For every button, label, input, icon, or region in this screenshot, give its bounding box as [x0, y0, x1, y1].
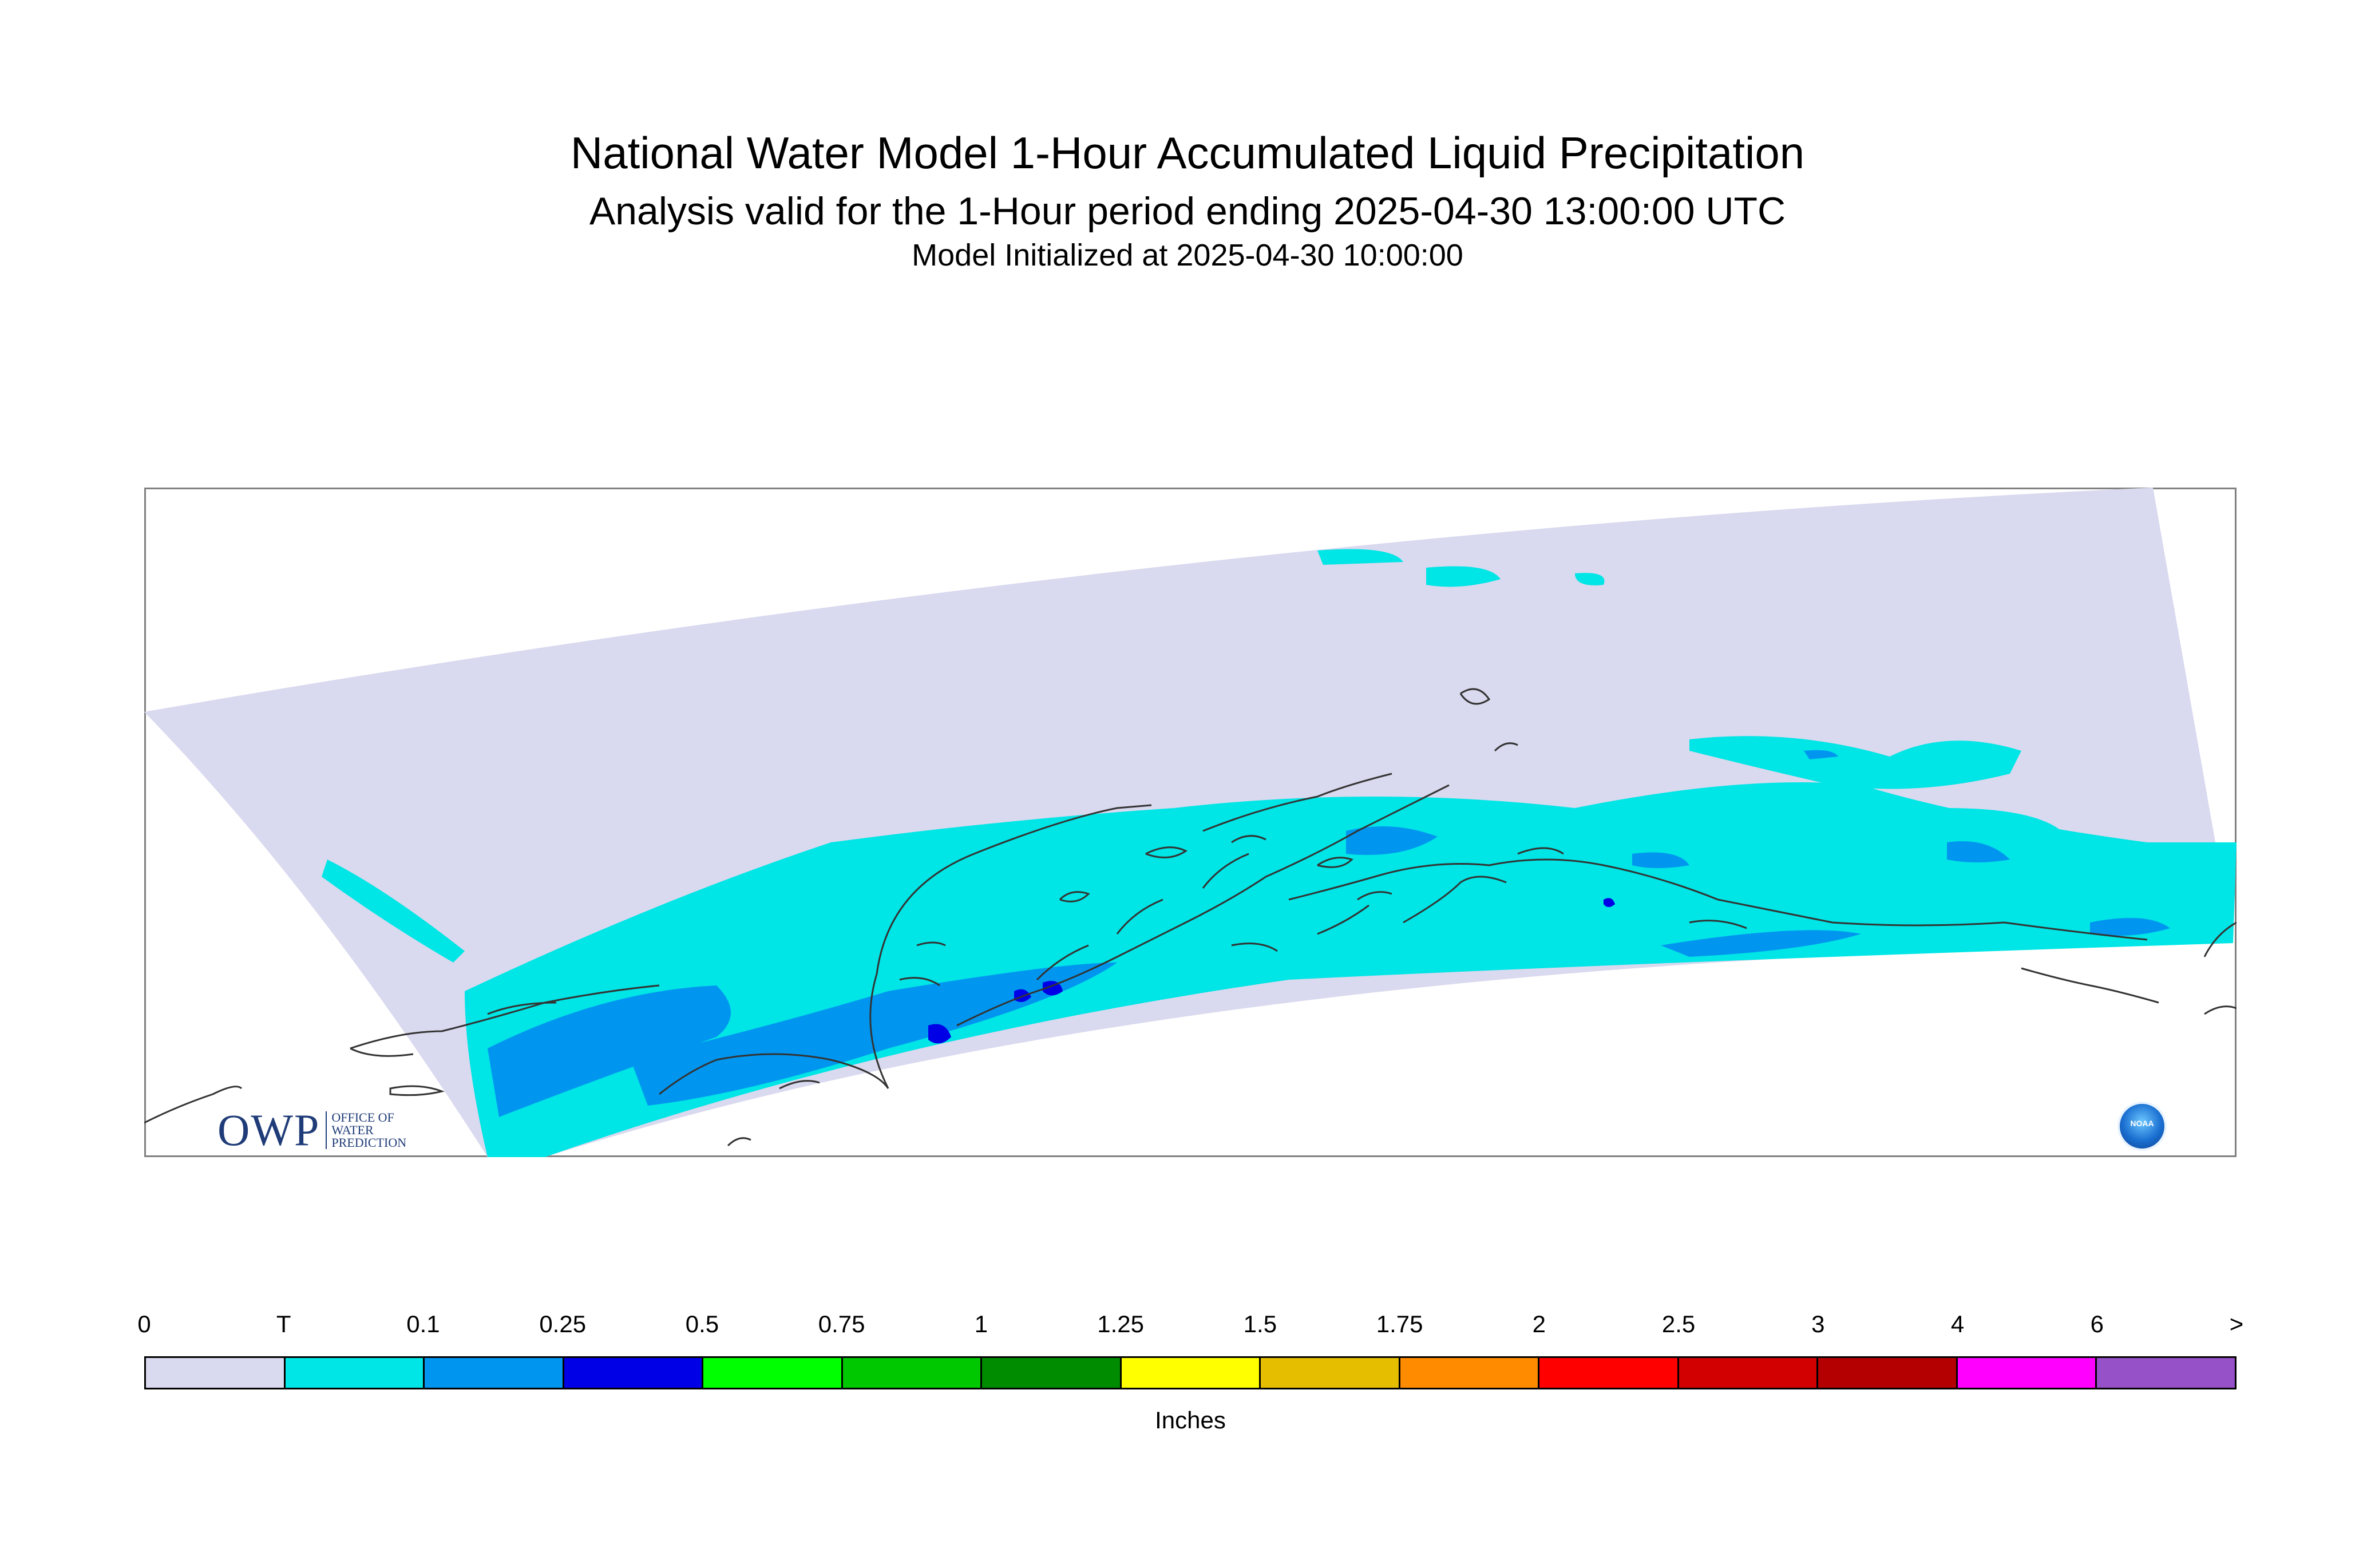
legend-tick-label: 0.75 — [818, 1310, 865, 1337]
legend-tick-label: 0.1 — [406, 1310, 440, 1337]
precip-map — [144, 488, 2237, 1157]
legend-color-segment — [285, 1358, 425, 1388]
legend-tick-label: T — [276, 1310, 291, 1337]
owp-line-3: PREDICTION — [331, 1135, 407, 1150]
model-init-line: Model Initialized at 2025-04-30 10:00:00 — [912, 238, 1463, 272]
map-title: National Water Model 1-Hour Accumulated … — [570, 128, 1805, 178]
light-precip-areas — [488, 750, 2170, 1117]
legend-tick-label: 2.5 — [1661, 1310, 1696, 1337]
legend-color-segment — [1121, 1358, 1261, 1388]
map-frame — [144, 488, 2237, 1157]
legend-color-segment — [2097, 1358, 2235, 1388]
owp-line-1: OFFICE OF — [331, 1110, 394, 1124]
legend-tick-label: 1 — [974, 1310, 988, 1337]
legend-color-segment — [1679, 1358, 1819, 1388]
legend-color-segment — [1957, 1358, 2097, 1388]
legend-color-segment — [564, 1358, 704, 1388]
legend-color-segment — [982, 1358, 1122, 1388]
legend-tick-label: 1.25 — [1097, 1310, 1144, 1337]
moderate-precip-areas — [928, 898, 1615, 1044]
color-legend: 0 T 0.1 0.25 0.5 0.75 1 1.25 1.5 1.75 2 2.5 3 4 6 > Inc… — [137, 1310, 2243, 1482]
legend-tick-label: 0 — [137, 1310, 151, 1337]
legend-tick-label: 3 — [1811, 1310, 1825, 1337]
legend-color-segment — [1539, 1358, 1679, 1388]
legend-color-segment — [146, 1358, 286, 1388]
legend-color-segment — [703, 1358, 843, 1388]
owp-logo-text: OFFICE OF WATER PREDICTION — [326, 1111, 406, 1149]
owp-logo-mark: OWP — [217, 1105, 320, 1155]
legend-color-segment — [1818, 1358, 1958, 1388]
legend-tick-label: 0.5 — [685, 1310, 719, 1337]
legend-tick-label: 1.75 — [1376, 1310, 1423, 1337]
legend-color-segment — [842, 1358, 983, 1388]
legend-color-segment — [1261, 1358, 1400, 1388]
noaa-logo: NOAA — [2117, 1102, 2167, 1151]
legend-tick-label: 1.5 — [1243, 1310, 1277, 1337]
legend-colorbar — [144, 1356, 2237, 1389]
noaa-logo-text: NOAA — [2130, 1119, 2154, 1128]
owp-line-2: WATER — [331, 1123, 374, 1137]
legend-color-segment — [1400, 1358, 1540, 1388]
legend-tick-label: 4 — [1950, 1310, 1965, 1337]
legend-tick-label: 0.25 — [539, 1310, 587, 1337]
legend-tick-label: 6 — [2090, 1310, 2104, 1337]
map-subtitle: Analysis valid for the 1-Hour period end… — [589, 189, 1786, 233]
owp-logo: OWP OFFICE OF WATER PREDICTION — [217, 1104, 406, 1156]
trace-precip-areas — [322, 549, 2237, 1157]
legend-tick-label: 2 — [1532, 1310, 1546, 1337]
legend-units: Inches — [1155, 1407, 1226, 1434]
coastlines — [144, 688, 2237, 1147]
legend-color-segment — [425, 1358, 564, 1388]
legend-tick-label: > — [2229, 1310, 2244, 1337]
